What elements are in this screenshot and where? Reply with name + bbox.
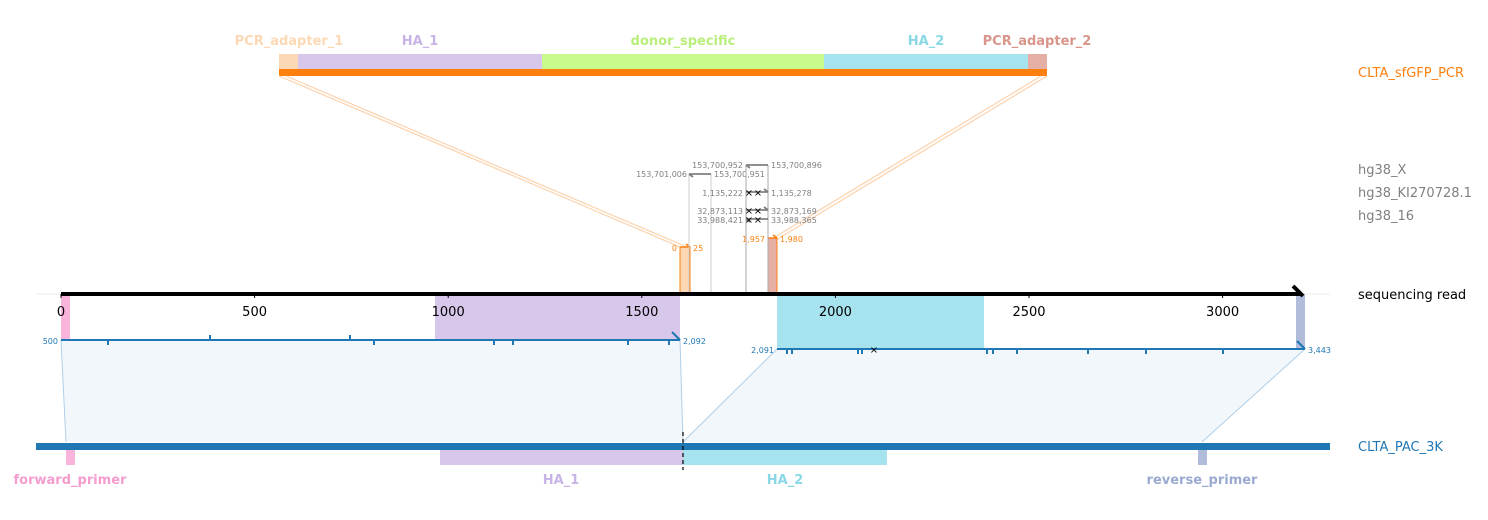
- pcr-left-connector-outer: [278, 75, 681, 248]
- ref-16-b-end-label: 33,988,365: [771, 216, 817, 225]
- read-axis-tick-label: 1500: [625, 305, 658, 320]
- pcr-alignment-right-block: [767, 237, 778, 295]
- pac-b-start-label: 2,091: [751, 346, 774, 355]
- reference-alignments: 153,701,006 153,700,951 153,700,952 153,…: [636, 161, 822, 294]
- ref-x-b-end-label: 153,700,896: [771, 161, 822, 170]
- read-axis-tick-label: 2000: [819, 305, 852, 320]
- pac-b-shaded-region: [683, 349, 1305, 442]
- pcr-right-arrow: [768, 234, 778, 239]
- ref-16-a-start-label: 32,873,113: [697, 207, 743, 216]
- ref-x-b-arrow: [745, 164, 768, 169]
- read-axis-group: 0 500 1000 1500 2000 2500 3000: [36, 284, 1330, 349]
- pcr-donor-specific-label: donor_specific: [631, 34, 736, 49]
- pcr-track-group: PCR_adapter_1 HA_1 donor_specific HA_2 P…: [235, 34, 1092, 76]
- pac-b-end-label: 3,443: [1308, 346, 1331, 355]
- pac-track-group: forward_primer HA_1 HA_2 reverse_primer: [14, 432, 1330, 488]
- track-label-hg38-16: hg38_16: [1358, 209, 1414, 224]
- read-axis-tick-label: 0: [57, 305, 65, 320]
- pac-a-arrowhead: [671, 331, 681, 341]
- pcr-right-connector-inner: [769, 75, 1042, 241]
- read-reverse-primer-block: [1296, 294, 1305, 349]
- pcr-alignment-blocks: 0 25 1,957 1,980: [672, 234, 803, 295]
- ref-ki-arrow: [746, 188, 769, 193]
- ref-ki-mismatch-icon-2: ×: [754, 188, 762, 199]
- pac-ha2-block: [683, 450, 887, 465]
- read-axis-tick-label: 500: [242, 305, 267, 320]
- ref-ki-end-label: 1,135,278: [771, 189, 812, 198]
- pcr-ha1-label: HA_1: [402, 34, 439, 49]
- pcr-ha2-block: [824, 54, 1028, 71]
- ref-16-b-arrow: [745, 218, 768, 223]
- ref-16-b-mismatch-icon-2: ×: [754, 215, 762, 226]
- pac-a-right-connector: [679, 339, 684, 443]
- ref-x-a-start-label: 153,701,006: [636, 170, 687, 179]
- track-label-pcr: CLTA_sfGFP_PCR: [1358, 66, 1464, 81]
- pcr-align-end-label: 25: [693, 244, 703, 253]
- read-ha2-block: [777, 294, 984, 349]
- pac-ha1-label: HA_1: [543, 473, 580, 488]
- read-forward-primer-block: [61, 294, 70, 340]
- read-axis-tick-label: 3000: [1206, 305, 1239, 320]
- read-axis-ticks: 0 500 1000 1500 2000 2500 3000: [57, 294, 1239, 320]
- track-labels: CLTA_sfGFP_PCR hg38_X hg38_KI270728.1 hg…: [1358, 66, 1472, 455]
- pcr-align-end2-label: 1,980: [780, 235, 803, 244]
- pac-a-end-label: 2,092: [683, 337, 706, 346]
- track-label-hg38-ki: hg38_KI270728.1: [1358, 186, 1472, 201]
- pac-reverse-primer-block: [1198, 450, 1207, 465]
- pcr-adapter-2-label: PCR_adapter_2: [983, 34, 1092, 49]
- ref-16-a-arrow: [746, 206, 769, 211]
- ref-16-a-end-label: 32,873,169: [771, 207, 817, 216]
- pac-forward-primer-block: [66, 450, 75, 465]
- pac-b-mismatch-ticks: [786, 349, 1224, 354]
- ref-16-a-mismatch-icon: ×: [745, 206, 753, 217]
- pac-a-left-connector: [60, 339, 67, 443]
- pac-ha2-label: HA_2: [767, 473, 804, 488]
- pcr-adapter-1-label: PCR_adapter_1: [235, 34, 344, 49]
- read-ha1-block: [435, 294, 680, 340]
- pcr-align-start-label: 0: [672, 244, 677, 253]
- pcr-left-connector-inner: [285, 75, 688, 248]
- pcr-track-bar: [279, 69, 1047, 76]
- ref-x-b-start-label: 153,700,952: [692, 161, 743, 170]
- pac-b-mismatch-icon: ×: [870, 345, 878, 356]
- pcr-adapter-1-block: [279, 54, 298, 71]
- pcr-ha1-block: [298, 54, 542, 71]
- pcr-right-connector-outer: [775, 75, 1048, 241]
- ref-16-a-mismatch-icon-2: ×: [754, 206, 762, 217]
- pac-ha1-block: [440, 450, 683, 465]
- ref-16-b-mismatch-icon: ×: [745, 215, 753, 226]
- pac-a-mismatch-ticks: [107, 335, 670, 345]
- pac-a-start-label: 500: [43, 337, 58, 346]
- pcr-align-start2-label: 1,957: [742, 235, 765, 244]
- pcr-ha2-label: HA_2: [908, 34, 945, 49]
- ref-16-b-start-label: 33,988,421: [697, 216, 743, 225]
- pcr-donor-specific-block: [542, 54, 824, 71]
- pac-b-right-connector: [1201, 348, 1306, 443]
- pac-a-shaded-region: [61, 340, 683, 442]
- track-label-read: sequencing read: [1358, 288, 1466, 303]
- ref-x-a-arrow: [688, 173, 711, 178]
- ref-ki-start-label: 1,135,222: [702, 189, 743, 198]
- read-axis-tick-label: 2500: [1012, 305, 1045, 320]
- pac-alignments: 500 2,092 × 2,091 3,443: [43, 331, 1331, 443]
- ref-ki-mismatch-icon: ×: [745, 188, 753, 199]
- pcr-connectors: [278, 75, 1048, 248]
- track-label-hg38-x: hg38_X: [1358, 163, 1407, 178]
- ref-x-a-end-label: 153,700,951: [714, 170, 765, 179]
- pac-b-left-connector: [682, 348, 778, 443]
- track-label-pac: CLTA_PAC_3K: [1358, 440, 1443, 455]
- pac-b-arrowhead: [1296, 340, 1306, 350]
- read-axis-tick-label: 1000: [432, 305, 465, 320]
- read-axis-arrowhead: [1291, 284, 1305, 298]
- pcr-adapter-2-block: [1028, 54, 1047, 71]
- pac-forward-primer-label: forward_primer: [14, 473, 128, 488]
- pac-reverse-primer-label: reverse_primer: [1147, 473, 1259, 488]
